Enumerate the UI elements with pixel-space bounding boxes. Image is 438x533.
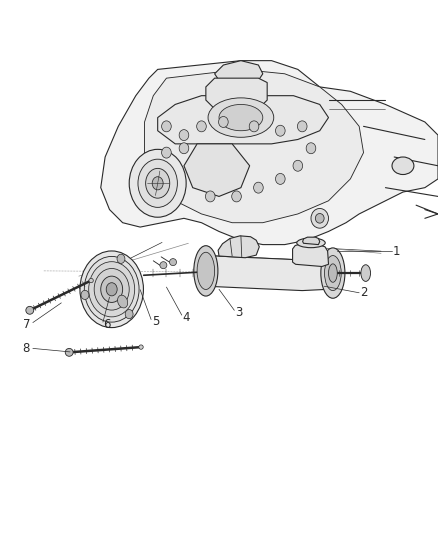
Polygon shape — [303, 237, 320, 245]
Ellipse shape — [297, 121, 307, 132]
Ellipse shape — [249, 121, 259, 132]
Polygon shape — [206, 255, 337, 290]
Ellipse shape — [81, 290, 89, 300]
Ellipse shape — [315, 214, 324, 223]
Ellipse shape — [26, 306, 34, 314]
Polygon shape — [101, 61, 438, 245]
Polygon shape — [206, 78, 267, 109]
Polygon shape — [293, 244, 328, 266]
Text: 7: 7 — [22, 318, 30, 331]
Ellipse shape — [162, 121, 171, 132]
Text: 2: 2 — [360, 286, 367, 300]
Ellipse shape — [89, 278, 93, 282]
Ellipse shape — [80, 251, 143, 328]
Ellipse shape — [88, 262, 135, 317]
Ellipse shape — [306, 143, 316, 154]
Ellipse shape — [293, 160, 303, 171]
Ellipse shape — [208, 98, 274, 138]
Ellipse shape — [125, 310, 133, 319]
Polygon shape — [184, 144, 250, 197]
Ellipse shape — [325, 255, 341, 290]
Ellipse shape — [117, 254, 125, 263]
Text: 8: 8 — [23, 342, 30, 355]
Text: 4: 4 — [182, 311, 190, 324]
Ellipse shape — [117, 295, 128, 308]
Ellipse shape — [170, 259, 177, 265]
Ellipse shape — [321, 248, 345, 298]
Ellipse shape — [162, 147, 171, 158]
Ellipse shape — [297, 238, 325, 248]
Ellipse shape — [219, 117, 228, 127]
Ellipse shape — [254, 182, 263, 193]
Ellipse shape — [65, 349, 73, 356]
Polygon shape — [197, 255, 337, 269]
Ellipse shape — [179, 143, 189, 154]
Polygon shape — [145, 69, 364, 223]
Ellipse shape — [160, 262, 167, 269]
Ellipse shape — [392, 157, 414, 174]
Text: 5: 5 — [152, 315, 159, 328]
Ellipse shape — [311, 208, 328, 228]
Polygon shape — [218, 236, 259, 258]
Ellipse shape — [138, 159, 177, 207]
Ellipse shape — [219, 104, 263, 131]
Ellipse shape — [152, 177, 163, 190]
Polygon shape — [158, 96, 328, 144]
Ellipse shape — [94, 269, 129, 310]
Text: 3: 3 — [235, 306, 242, 319]
Ellipse shape — [194, 246, 218, 296]
Text: 1: 1 — [392, 245, 400, 257]
Ellipse shape — [101, 276, 123, 302]
Ellipse shape — [84, 256, 139, 322]
Ellipse shape — [197, 252, 215, 289]
Ellipse shape — [276, 125, 285, 136]
Ellipse shape — [145, 168, 170, 198]
Ellipse shape — [276, 173, 285, 184]
Ellipse shape — [106, 282, 117, 296]
Ellipse shape — [361, 265, 371, 281]
Ellipse shape — [328, 264, 337, 282]
Polygon shape — [215, 61, 263, 87]
Text: 6: 6 — [103, 318, 111, 331]
Ellipse shape — [129, 149, 186, 217]
Ellipse shape — [232, 191, 241, 202]
Ellipse shape — [197, 121, 206, 132]
Ellipse shape — [179, 130, 189, 141]
Ellipse shape — [139, 345, 143, 349]
Ellipse shape — [205, 191, 215, 202]
